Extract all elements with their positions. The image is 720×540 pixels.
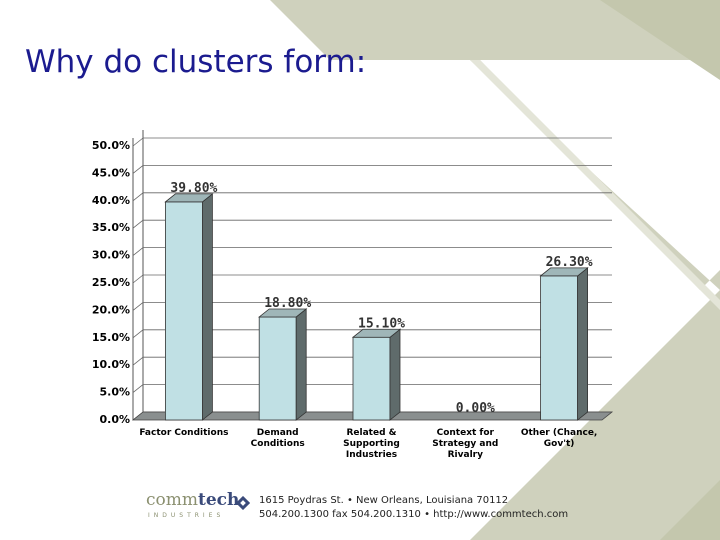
gridline-diagonal [132, 384, 144, 393]
footer-address-line: 1615 Poydras St. • New Orleans, Louisian… [259, 495, 509, 506]
logo-comm-text: comm [146, 490, 198, 510]
bar-face [258, 316, 297, 421]
category-label: Conditions [251, 439, 305, 449]
data-label: 18.80% [264, 296, 311, 311]
category-label: Related & [346, 428, 396, 438]
category-label: Demand [257, 428, 299, 438]
background-diamond-band [270, 0, 720, 540]
background-right-band [600, 0, 720, 540]
bar [164, 193, 214, 421]
bar [258, 308, 308, 421]
bar [539, 267, 589, 421]
bar-top [258, 308, 308, 318]
footer-contact-line: 504.200.1300 fax 504.200.1310 • http://w… [259, 509, 569, 520]
bar-top [164, 193, 214, 203]
footer-address: 1615 Poydras St. • New Orleans, Louisian… [259, 494, 568, 522]
company-logo: commtech INDUSTRIES [146, 490, 256, 530]
y-tick-label: 5.0% [99, 386, 130, 399]
bar-side [201, 193, 213, 421]
bar-top [351, 328, 402, 338]
gridline-diagonal [132, 302, 144, 311]
bar-face [540, 275, 578, 421]
bar-side [295, 308, 307, 421]
data-label: 0.00% [456, 401, 495, 416]
bar-side [577, 267, 588, 421]
gridline-diagonal [132, 137, 144, 147]
y-tick-label: 25.0% [92, 276, 130, 289]
logo-mark-icon [236, 496, 250, 510]
category-label: Gov't) [544, 439, 575, 449]
gridline-diagonal [132, 247, 144, 256]
y-tick-label: 30.0% [92, 249, 130, 262]
gridline-diagonal [132, 356, 144, 366]
logo-subtitle: INDUSTRIES [148, 512, 225, 519]
gridline-diagonal [132, 192, 144, 202]
gridline-diagonal [132, 274, 144, 284]
y-tick-label: 40.0% [92, 194, 130, 207]
category-label: Context for [437, 428, 495, 438]
y-tick-label: 45.0% [92, 166, 130, 179]
slide-title: Why do clusters form: [25, 44, 367, 80]
category-label: Factor Conditions [139, 428, 228, 438]
y-tick-label: 15.0% [92, 331, 130, 344]
bar-top [539, 267, 589, 277]
data-label: 15.10% [358, 316, 405, 331]
category-label: Rivalry [448, 450, 483, 460]
bar [351, 328, 402, 421]
category-label: Other (Chance, [521, 428, 598, 438]
y-tick-label: 50.0% [92, 139, 130, 152]
gridline-diagonal [132, 219, 144, 229]
gridline-diagonal [132, 165, 144, 174]
y-tick-label: 0.0% [99, 413, 130, 426]
background-inner-diamond [470, 60, 720, 310]
y-tick-label: 35.0% [92, 221, 130, 234]
gridline-diagonal [132, 329, 144, 339]
y-tick-label: 20.0% [92, 303, 130, 316]
bar-face [352, 336, 391, 421]
category-label: Strategy and [432, 439, 498, 449]
category-label: Supporting [343, 439, 400, 449]
logo-wordmark: commtech [146, 490, 239, 510]
category-label: Industries [346, 450, 397, 460]
bar-face [164, 201, 203, 421]
bar-side [389, 328, 401, 421]
data-label: 39.80% [170, 181, 217, 196]
data-label: 26.30% [546, 255, 593, 270]
y-tick-label: 10.0% [92, 358, 130, 371]
logo-tech-text: tech [198, 490, 240, 510]
